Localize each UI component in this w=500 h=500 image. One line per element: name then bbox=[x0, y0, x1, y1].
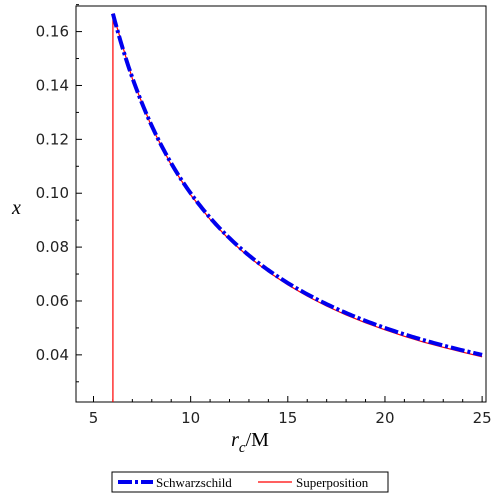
y-tick-label: 0.06 bbox=[36, 292, 69, 310]
x-tick-label: 15 bbox=[278, 409, 297, 427]
series-line-superposition bbox=[112, 13, 483, 402]
x-tick-label: 20 bbox=[375, 409, 394, 427]
series-line-schwarzschild bbox=[110, 13, 483, 357]
legend-box bbox=[111, 471, 389, 493]
x-tick-label: 25 bbox=[473, 409, 492, 427]
y-tick-label: 0.14 bbox=[36, 76, 69, 94]
plot-frame bbox=[75, 5, 487, 403]
y-tick-label: 0.16 bbox=[36, 23, 69, 41]
x-axis-label-main: r bbox=[231, 429, 239, 451]
series-layer bbox=[110, 13, 483, 402]
x-axis-label: rc/M bbox=[231, 429, 269, 456]
legend-label-superposition: Superposition bbox=[296, 475, 369, 490]
x-axis: 5 10 15 20 25 bbox=[89, 396, 492, 427]
x-axis-label-subscript: c bbox=[239, 440, 246, 456]
y-axis-label: x bbox=[11, 197, 21, 219]
x-tick-label: 5 bbox=[89, 409, 99, 427]
y-tick-label: 0.08 bbox=[36, 238, 69, 256]
y-tick-label: 0.12 bbox=[36, 130, 69, 148]
y-tick-label: 0.10 bbox=[36, 184, 69, 202]
x-tick-label: 10 bbox=[181, 409, 200, 427]
legend: Schwarzschild Superposition bbox=[111, 471, 389, 493]
x-axis-label-suffix: /M bbox=[246, 429, 270, 451]
y-tick-label: 0.04 bbox=[36, 346, 69, 364]
y-axis: 0.04 0.06 0.08 0.10 0.12 0.14 0.16 bbox=[36, 4, 82, 383]
legend-label-schwarzschild: Schwarzschild bbox=[156, 475, 232, 490]
